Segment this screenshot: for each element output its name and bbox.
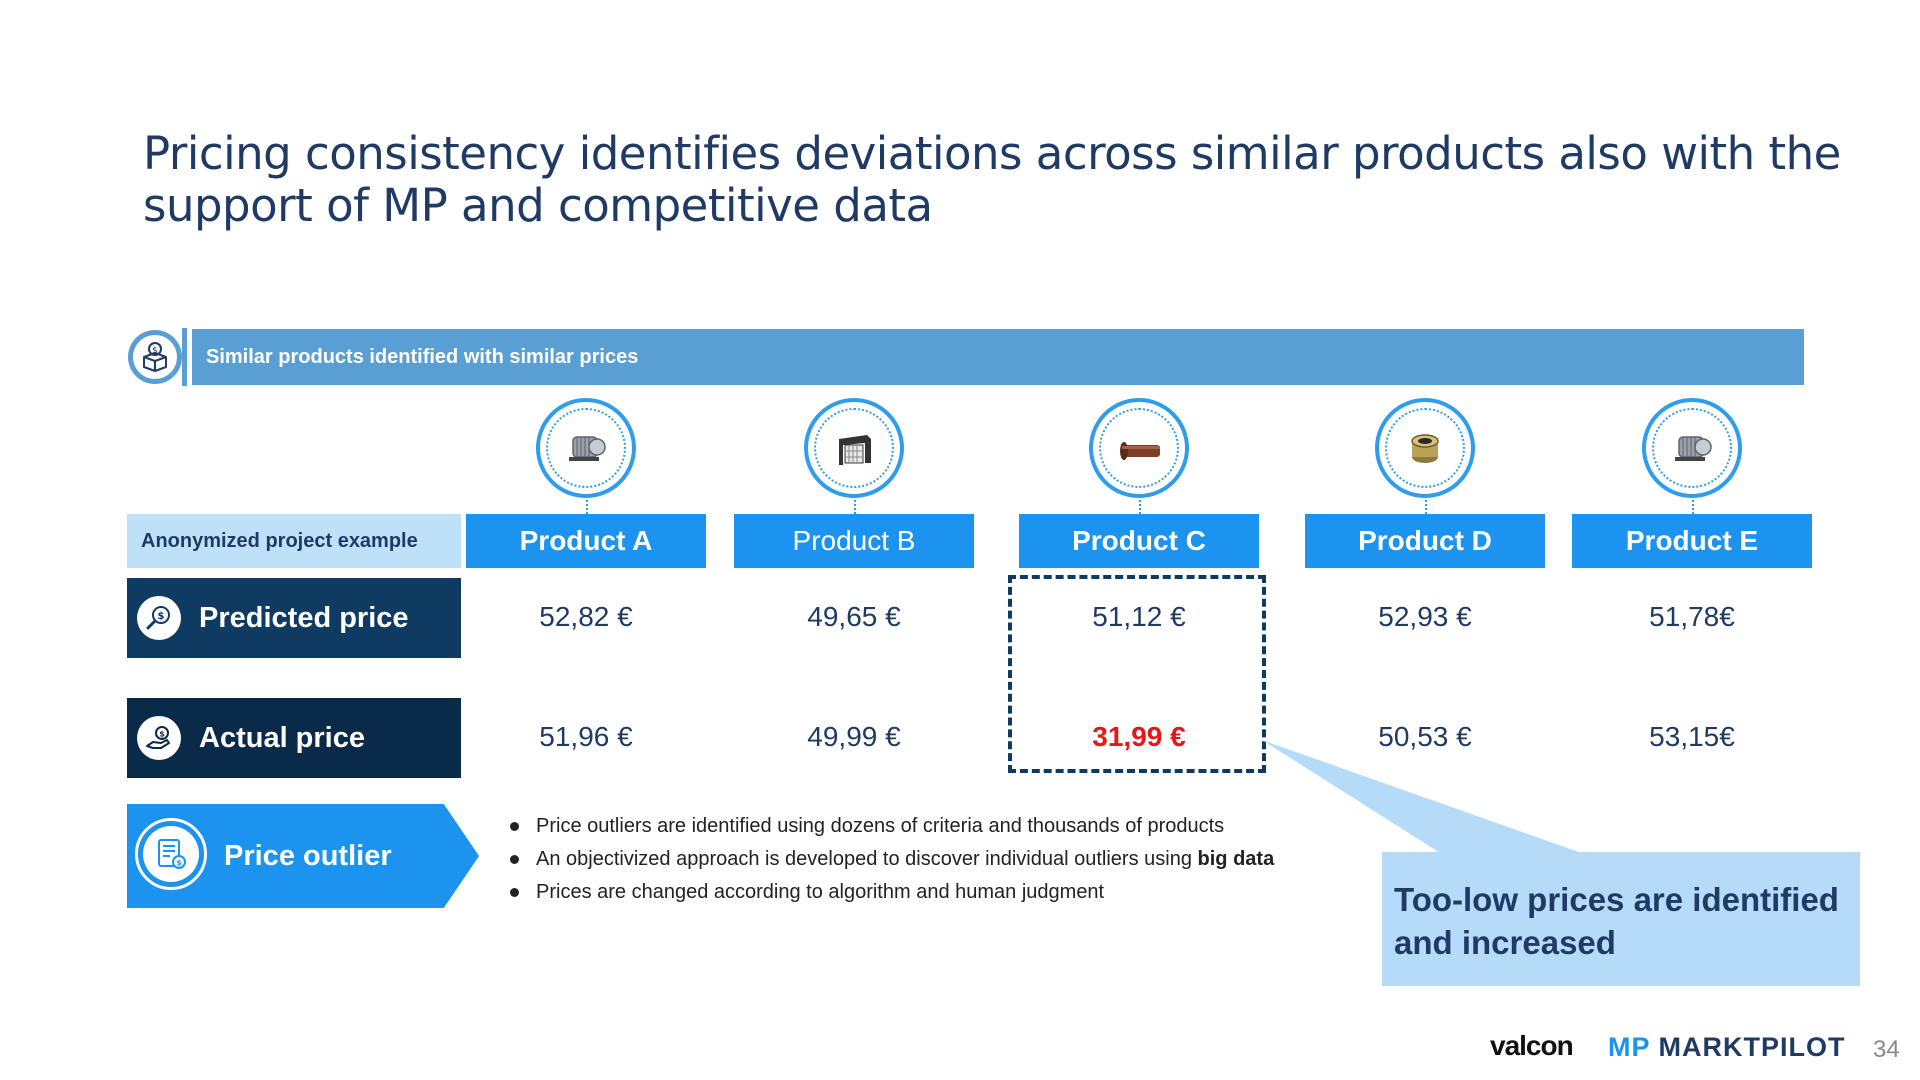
bullet-item: Prices are changed according to algorith… xyxy=(506,876,1386,909)
price-outlier-label: $ Price outlier xyxy=(127,804,479,908)
marktpilot-mark: MP xyxy=(1608,1032,1651,1062)
title-rest: identifies deviations across similar pro… xyxy=(143,127,1841,232)
bullet-bold: big data xyxy=(1197,848,1275,870)
predicted-price-c: 51,12 € xyxy=(1092,601,1186,632)
connector-line xyxy=(1692,500,1694,514)
predicted-price-label: $ Predicted price xyxy=(127,578,461,658)
bullet-item: An objectivized approach is developed to… xyxy=(506,843,1386,876)
svg-text:$: $ xyxy=(152,346,158,356)
page-number: 34 xyxy=(1873,1036,1900,1063)
product-b-image xyxy=(804,398,904,498)
example-label: Anonymized project example xyxy=(127,514,461,568)
marktpilot-logo: MP MARKTPILOT xyxy=(1608,1032,1845,1063)
product-d-image xyxy=(1375,398,1475,498)
product-c-image xyxy=(1089,398,1189,498)
bullet-item: Price outliers are identified using doze… xyxy=(506,810,1386,843)
connector-line xyxy=(1139,500,1141,514)
invoice-icon: $ xyxy=(135,818,207,890)
actual-price-d: 50,53 € xyxy=(1378,721,1472,752)
product-b-header: Product B xyxy=(734,514,974,568)
connector-line xyxy=(854,500,856,514)
outlier-highlight-box xyxy=(1008,575,1266,773)
svg-text:$: $ xyxy=(159,730,165,739)
product-e-header: Product E xyxy=(1572,514,1812,568)
product-a-header: Product A xyxy=(466,514,706,568)
actual-price-b: 49,99 € xyxy=(807,721,901,752)
actual-price-text: Actual price xyxy=(199,722,365,754)
hand-money-icon: $ xyxy=(137,716,181,760)
predicted-price-text: Predicted price xyxy=(199,602,409,634)
bullet-list: Price outliers are identified using doze… xyxy=(506,810,1386,909)
svg-text:$: $ xyxy=(176,859,182,868)
slide-title: Pricing consistency identifies deviation… xyxy=(143,128,1843,232)
banner-divider xyxy=(182,328,187,386)
title-highlight: Pricing consistency xyxy=(143,127,565,180)
product-d-header: Product D xyxy=(1305,514,1545,568)
actual-price-label: $ Actual price xyxy=(127,698,461,778)
marktpilot-wordmark: MARKTPILOT xyxy=(1658,1032,1846,1062)
actual-price-a: 51,96 € xyxy=(539,721,633,752)
price-outlier-text: Price outlier xyxy=(224,840,392,872)
product-e-image xyxy=(1642,398,1742,498)
connector-line xyxy=(1425,500,1427,514)
predicted-price-e: 51,78€ xyxy=(1649,601,1735,632)
predicted-price-b: 49,65 € xyxy=(807,601,901,632)
predicted-price-d: 52,93 € xyxy=(1378,601,1472,632)
actual-price-e: 53,15€ xyxy=(1649,721,1735,752)
product-c-header: Product C xyxy=(1019,514,1259,568)
svg-text:$: $ xyxy=(158,611,165,622)
money-box-icon: $ xyxy=(128,330,182,384)
product-a-image xyxy=(536,398,636,498)
connector-line xyxy=(586,500,588,514)
valcon-logo: valcon xyxy=(1490,1030,1574,1061)
magnifier-money-icon: $ xyxy=(137,596,181,640)
predicted-price-a: 52,82 € xyxy=(539,601,633,632)
section-banner: Similar products identified with similar… xyxy=(192,329,1804,385)
callout-box: Too-low prices are identified and increa… xyxy=(1382,852,1860,986)
actual-price-c-outlier: 31,99 € xyxy=(1092,721,1186,752)
